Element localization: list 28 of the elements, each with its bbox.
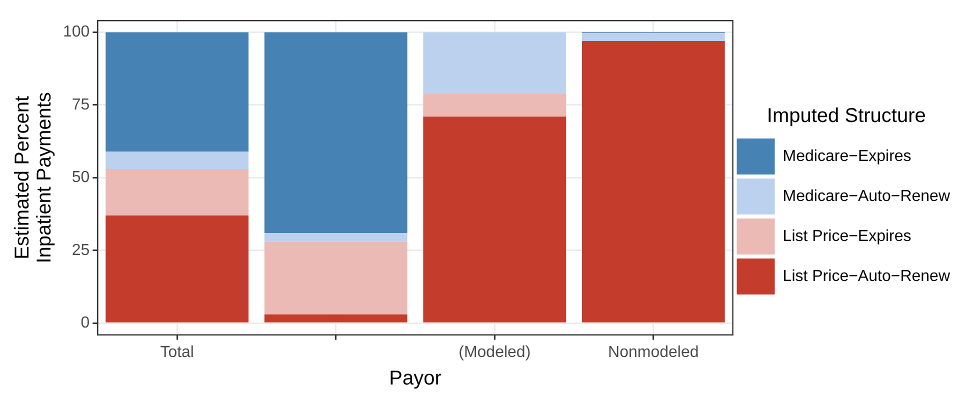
bar	[106, 152, 249, 169]
legend-label: List Price−Expires	[782, 228, 912, 245]
bar	[582, 40, 725, 322]
bar	[264, 32, 408, 233]
x-tick-label: Total	[160, 344, 194, 361]
y-tick-label: 100	[62, 24, 90, 41]
bar	[264, 232, 408, 242]
bar	[106, 216, 249, 322]
bar	[106, 168, 249, 216]
legend-title: Imputed Structure	[766, 105, 926, 128]
y-tick-label: 50	[72, 169, 90, 186]
x-tick-label: Nonmodeled	[608, 344, 699, 361]
y-axis-title: Estimated Percent Inpatient Payments	[12, 92, 56, 264]
legend-label: Medicare−Expires	[782, 148, 912, 165]
x-axis-title: Payor	[389, 368, 442, 390]
bar	[423, 116, 566, 322]
legend-label: Medicare−Auto−Renew	[782, 188, 950, 205]
bar	[264, 314, 408, 322]
legend-label: List Price−Auto−Renew	[782, 268, 950, 285]
bar	[264, 242, 408, 314]
bar	[582, 33, 725, 41]
y-tick-label: 75	[72, 96, 90, 114]
y-tick-label: 25	[72, 242, 90, 259]
bar	[106, 32, 249, 152]
y-tick-label: 0	[80, 314, 90, 332]
bar	[423, 32, 566, 94]
bar	[423, 93, 566, 117]
x-tick-label: (Modeled)	[458, 344, 531, 361]
